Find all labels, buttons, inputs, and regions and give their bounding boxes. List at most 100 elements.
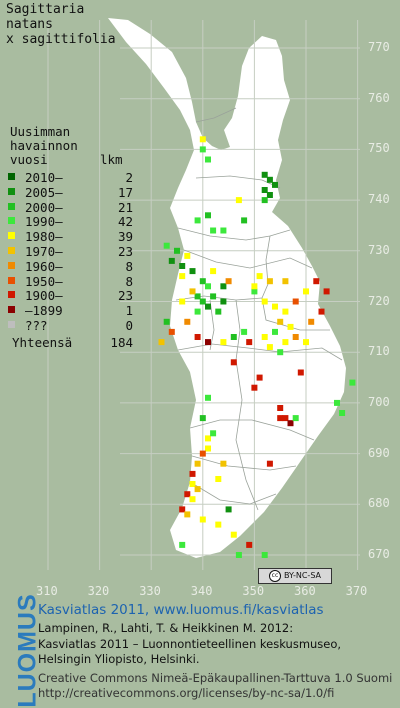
- occurrence-square: [220, 339, 227, 346]
- legend-swatch: [8, 173, 15, 180]
- map-title-line-3: x sagittifolia: [6, 32, 116, 47]
- legend-total-label: Yhteensä: [12, 335, 73, 350]
- occurrence-square: [163, 318, 170, 325]
- occurrence-square: [334, 399, 340, 406]
- occurrence-square: [256, 273, 263, 280]
- occurrence-square: [199, 278, 206, 285]
- occurrence-square: [210, 227, 217, 234]
- y-tick-label: 760: [368, 90, 390, 105]
- occurrence-square: [194, 486, 201, 493]
- legend-year-label: 1980–: [25, 229, 63, 245]
- occurrence-square: [277, 405, 284, 411]
- occurrence-square: [174, 247, 180, 254]
- legend-count: 8: [125, 273, 133, 289]
- cc-license-badge[interactable]: cc BY-NC-SA: [258, 568, 332, 584]
- occurrence-square: [230, 359, 237, 366]
- occurrence-square: [189, 481, 196, 487]
- credit-line-4: Helsingin Yliopisto, Helsinki.: [38, 652, 200, 666]
- occurrence-square: [277, 349, 284, 356]
- occurrence-square: [339, 410, 346, 416]
- luomus-logo: LUOMUS: [4, 593, 42, 707]
- legend-swatch: [8, 217, 15, 225]
- finland-outline: [108, 18, 346, 558]
- occurrence-squares: [158, 136, 356, 558]
- legend-count: 17: [117, 184, 133, 200]
- legend-year-label: 1970–: [25, 244, 63, 259]
- legend-count: 39: [117, 229, 133, 245]
- occurrence-square: [241, 217, 248, 224]
- legend-swatch: [8, 247, 15, 254]
- occurrence-square: [194, 308, 201, 315]
- occurrence-square: [210, 268, 217, 275]
- y-tick-label: 740: [368, 192, 390, 207]
- legend-row: 1950– 8: [8, 273, 133, 289]
- legend-year-label: 1950–: [25, 273, 63, 289]
- occurrence-square: [277, 318, 284, 325]
- legend-row: ??? 0: [8, 318, 133, 333]
- legend-year-label: 1960–: [25, 258, 63, 274]
- legend-heading-1: Uusimman: [10, 124, 71, 139]
- occurrence-square: [205, 283, 211, 290]
- occurrence-square: [323, 288, 330, 295]
- legend-row: 1900– 23: [8, 288, 133, 304]
- legend-row: 2000– 21: [8, 199, 133, 215]
- occurrence-square: [179, 506, 186, 513]
- occurrence-square: [266, 192, 273, 198]
- y-tick-label: 770: [368, 40, 390, 54]
- occurrence-square: [287, 420, 294, 427]
- occurrence-square: [235, 197, 242, 204]
- occurrence-square: [251, 283, 258, 290]
- occurrence-square: [163, 242, 170, 249]
- legend-swatch: [8, 321, 15, 328]
- credit-line-3: Kasviatlas 2011 – Luonnontieteellinen ke…: [38, 637, 342, 651]
- license-url[interactable]: http://creativecommons.org/licenses/by-n…: [38, 686, 335, 700]
- legend-total-value: 184: [110, 335, 133, 350]
- occurrence-square: [225, 506, 232, 513]
- occurrence-square: [189, 268, 196, 275]
- y-tick-label: 710: [368, 344, 390, 359]
- legend-row: 1970– 23: [8, 244, 133, 259]
- legend-year-label: 2005–: [25, 184, 63, 200]
- occurrence-square: [184, 491, 191, 498]
- legend-year-label: –1899: [25, 303, 63, 319]
- legend-year-label: 1900–: [25, 288, 63, 304]
- map-title-line-1: Sagittaria: [6, 2, 85, 17]
- x-tick-label: 350: [242, 584, 265, 598]
- occurrence-square: [266, 344, 273, 351]
- occurrence-square: [168, 257, 175, 264]
- occurrence-square: [158, 339, 165, 346]
- occurrence-square: [303, 339, 309, 346]
- occurrence-square: [261, 197, 268, 204]
- legend-count: 42: [117, 214, 133, 230]
- occurrence-square: [210, 430, 217, 437]
- occurrence-square: [272, 303, 278, 310]
- occurrence-square: [184, 511, 191, 518]
- legend-col-count: lkm: [100, 152, 123, 167]
- legend-count: 2: [125, 170, 133, 185]
- legend-swatch: [8, 291, 15, 299]
- legend-swatch: [8, 261, 15, 269]
- legend-year-label: 2000–: [25, 199, 63, 215]
- occurrence-square: [215, 308, 222, 315]
- occurrence-square: [282, 308, 289, 315]
- credit-line-2: Lampinen, R., Lahti, T. & Heikkinen M. 2…: [38, 621, 294, 635]
- occurrence-square: [313, 278, 320, 285]
- occurrence-square: [261, 298, 268, 305]
- y-tick-label: 700: [368, 394, 390, 409]
- occurrence-square: [205, 303, 211, 310]
- legend-count: 1: [125, 303, 133, 319]
- legend-swatch: [8, 276, 15, 284]
- legend-swatch: [8, 202, 15, 210]
- occurrence-square: [205, 156, 211, 163]
- occurrence-square: [287, 323, 294, 330]
- x-tick-label: 370: [345, 584, 368, 598]
- occurrence-square: [184, 318, 191, 325]
- occurrence-square: [308, 318, 315, 325]
- kasviatlas-link[interactable]: Kasviatlas 2011, www.luomus.fi/kasviatla…: [38, 602, 324, 618]
- occurrence-square: [261, 171, 268, 178]
- occurrence-square: [205, 339, 211, 346]
- x-tick-label: 310: [36, 584, 58, 598]
- x-tick-label: 320: [87, 584, 110, 598]
- x-tick-label: 360: [294, 584, 316, 598]
- occurrence-square: [168, 328, 175, 335]
